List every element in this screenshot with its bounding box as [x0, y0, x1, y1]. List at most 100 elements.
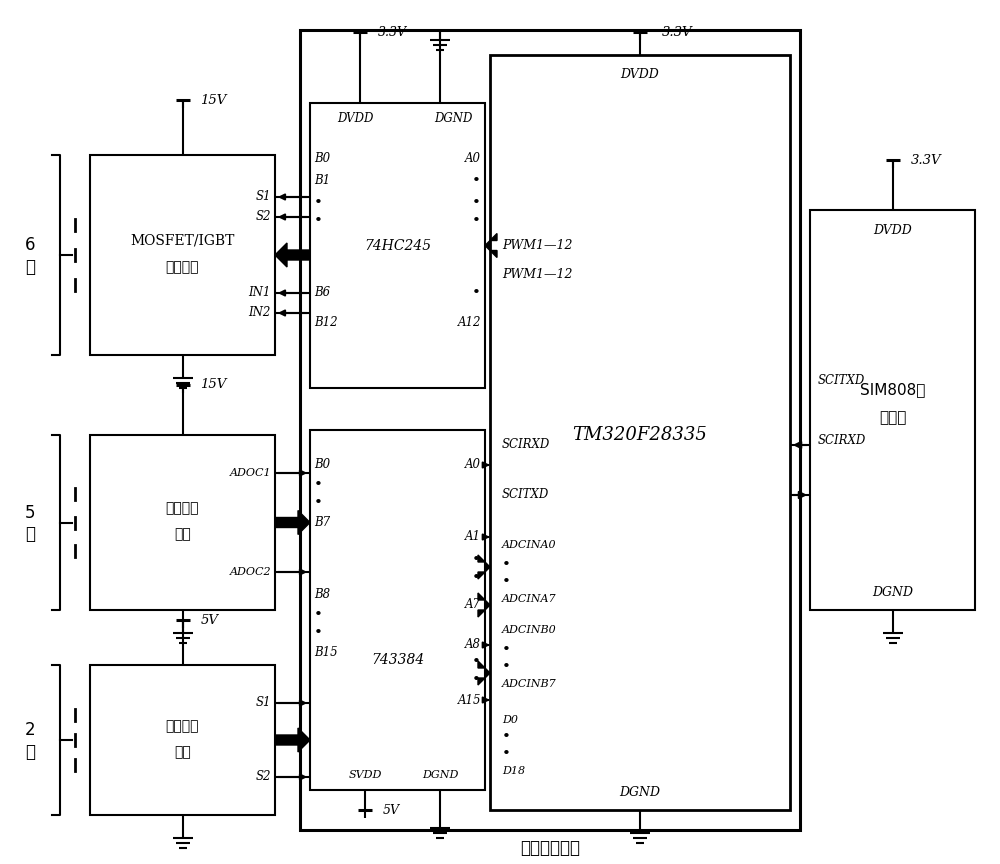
Text: •: •: [502, 660, 511, 674]
Text: IN2: IN2: [249, 307, 271, 320]
Text: A1: A1: [465, 530, 481, 543]
Bar: [310, 103, 485, 388]
Text: •: •: [472, 174, 481, 188]
Text: •: •: [314, 214, 323, 228]
Text: 3.3V: 3.3V: [662, 26, 693, 39]
Text: •: •: [314, 608, 323, 622]
Text: DGND: DGND: [872, 586, 913, 599]
Text: SIM808通: SIM808通: [860, 383, 925, 397]
Text: B15: B15: [314, 645, 338, 658]
Polygon shape: [275, 728, 310, 752]
Text: 15V: 15V: [200, 93, 227, 106]
Text: 5V: 5V: [200, 613, 218, 626]
Text: 驱动单元: 驱动单元: [166, 260, 199, 274]
Text: 个: 个: [25, 743, 35, 761]
Text: •: •: [472, 673, 481, 687]
Text: MOSFET/IGBT: MOSFET/IGBT: [130, 234, 235, 248]
Text: DGND: DGND: [422, 770, 458, 780]
Text: •: •: [472, 196, 481, 210]
Text: 个: 个: [25, 525, 35, 543]
Text: ADCINA0: ADCINA0: [502, 540, 557, 550]
Text: PWM1—12: PWM1—12: [502, 239, 572, 252]
Text: A0: A0: [465, 459, 481, 472]
Text: DVDD: DVDD: [337, 112, 373, 125]
Text: •: •: [314, 478, 323, 492]
Text: •: •: [472, 286, 481, 300]
Text: 单元: 单元: [174, 745, 191, 759]
Text: •: •: [502, 730, 511, 744]
Text: 微处理器单元: 微处理器单元: [520, 839, 580, 857]
Text: S1: S1: [256, 190, 271, 204]
Text: B0: B0: [314, 151, 330, 164]
Text: 讯单元: 讯单元: [879, 410, 906, 425]
Bar: [810, 210, 975, 610]
Text: A0: A0: [465, 151, 481, 164]
Text: A8: A8: [465, 638, 481, 651]
Bar: [90, 435, 275, 610]
Text: •: •: [502, 747, 511, 761]
Text: B0: B0: [314, 459, 330, 472]
Text: D0: D0: [502, 715, 518, 725]
Bar: [300, 30, 800, 830]
Polygon shape: [478, 661, 490, 685]
Text: DGND: DGND: [434, 112, 472, 125]
Text: 3.3V: 3.3V: [378, 26, 407, 39]
Text: B1: B1: [314, 175, 330, 187]
Text: ADCINA7: ADCINA7: [502, 594, 557, 604]
Polygon shape: [478, 555, 490, 579]
Text: S2: S2: [256, 211, 271, 224]
Text: •: •: [472, 214, 481, 228]
Text: 74HC245: 74HC245: [364, 238, 431, 252]
Text: IN1: IN1: [249, 287, 271, 300]
Text: SCITXD: SCITXD: [818, 373, 865, 386]
Polygon shape: [478, 593, 490, 617]
Text: A15: A15: [458, 694, 481, 707]
Text: ADOC1: ADOC1: [229, 468, 271, 478]
Text: 个: 个: [25, 258, 35, 276]
Text: S1: S1: [256, 696, 271, 709]
Text: SCIRXD: SCIRXD: [818, 434, 866, 447]
Text: •: •: [502, 575, 511, 589]
Text: SVDD: SVDD: [348, 770, 382, 780]
Text: 电流检测: 电流检测: [166, 501, 199, 516]
Text: B12: B12: [314, 316, 338, 329]
Text: B6: B6: [314, 287, 330, 300]
Bar: [310, 430, 485, 790]
Text: 3.3V: 3.3V: [910, 154, 941, 167]
Text: 2: 2: [25, 721, 35, 739]
Polygon shape: [275, 243, 310, 267]
Text: SCITXD: SCITXD: [502, 488, 549, 501]
Text: •: •: [472, 571, 481, 585]
Text: B8: B8: [314, 588, 330, 601]
Text: 743384: 743384: [371, 653, 424, 667]
Text: 5: 5: [25, 504, 35, 522]
Text: SCIRXD: SCIRXD: [502, 439, 550, 452]
Polygon shape: [275, 511, 310, 535]
Bar: [90, 665, 275, 815]
Text: 电压检测: 电压检测: [166, 719, 199, 733]
Polygon shape: [485, 233, 497, 257]
Text: •: •: [314, 496, 323, 510]
Text: 6: 6: [25, 236, 35, 254]
Text: 15V: 15V: [200, 378, 227, 391]
Text: ADCINB0: ADCINB0: [502, 625, 557, 635]
Text: •: •: [472, 553, 481, 567]
Text: ADOC2: ADOC2: [229, 567, 271, 577]
Text: •: •: [314, 196, 323, 210]
Text: 5V: 5V: [383, 804, 400, 816]
Text: 单元: 单元: [174, 528, 191, 542]
Text: •: •: [502, 558, 511, 572]
Text: B7: B7: [314, 516, 330, 529]
Text: DVDD: DVDD: [873, 224, 912, 237]
Text: A7: A7: [465, 599, 481, 612]
Text: •: •: [314, 626, 323, 640]
Text: PWM1—12: PWM1—12: [502, 269, 572, 282]
Text: •: •: [502, 643, 511, 657]
Text: DVDD: DVDD: [621, 68, 659, 81]
Text: S2: S2: [256, 771, 271, 784]
Bar: [490, 55, 790, 810]
Text: TM320F28335: TM320F28335: [573, 426, 707, 444]
Text: •: •: [472, 655, 481, 669]
Text: A12: A12: [458, 316, 481, 329]
Text: DGND: DGND: [620, 785, 660, 798]
